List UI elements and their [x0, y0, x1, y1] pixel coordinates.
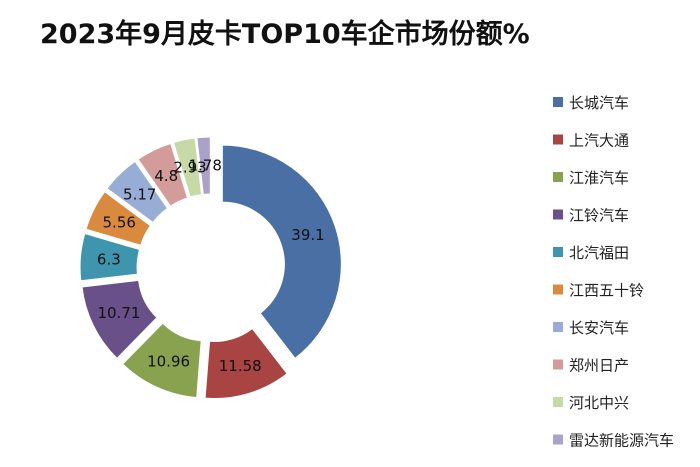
legend-swatch-6 — [553, 284, 563, 295]
segment-8 — [137, 142, 189, 207]
legend-swatch-2 — [553, 134, 563, 145]
segment-9 — [172, 137, 203, 198]
legend-label-2: 上汽大通 — [569, 132, 629, 150]
legend-label-6: 江西五十铃 — [569, 282, 644, 300]
legend-swatch-3 — [553, 172, 563, 182]
legend-swatch-8 — [553, 359, 563, 370]
legend-swatch-4 — [553, 209, 563, 220]
legend-label-8: 郑州日产 — [569, 357, 629, 375]
data-label-6: 5.56 — [103, 213, 136, 231]
data-labels: 39.1 11.58 10.96 10.71 6.3 5.56 5.174.82.931.7… — [97, 157, 325, 376]
data-label-5: 6.3 — [97, 250, 121, 268]
legend-label-9: 河北中兴 — [569, 394, 629, 412]
segment-4 — [81, 279, 158, 360]
legend-swatch-9 — [553, 397, 563, 407]
data-label-9: 2.93 — [173, 159, 206, 177]
legend-label-10: 雷达新能源汽车 — [569, 432, 674, 450]
data-label-1: 39.1 — [291, 226, 324, 244]
chart-title: 2023年9月皮卡TOP10车企市场份额% — [40, 19, 530, 50]
legend-label-7: 长安汽车 — [569, 319, 629, 337]
legend-label-3: 江淮汽车 — [569, 169, 629, 187]
legend-swatch-5 — [553, 247, 563, 257]
data-label-8: 4.8 — [154, 167, 178, 185]
legend-label-5: 北汽福田 — [569, 244, 629, 262]
data-label-4: 10.71 — [97, 304, 140, 322]
legend-swatch-1 — [553, 97, 563, 107]
legend-swatch-10 — [553, 434, 563, 445]
data-label-10: 1.78 — [189, 157, 222, 175]
segment-5 — [79, 232, 141, 282]
legend-label-4: 江铃汽车 — [569, 207, 629, 225]
segment-7 — [106, 160, 169, 224]
legend-label-1: 长城汽车 — [569, 94, 629, 112]
segment-3 — [122, 322, 202, 399]
segment-2 — [204, 327, 288, 399]
donut-segments — [79, 136, 342, 399]
data-label-2: 11.58 — [219, 357, 262, 375]
segment-1 — [221, 144, 342, 360]
legend: 长城汽车上汽大通江淮汽车江铃汽车北汽福田江西五十铃长安汽车郑州日产河北中兴雷达新… — [553, 94, 674, 450]
data-label-7: 5.17 — [123, 185, 156, 203]
data-label-3: 10.96 — [147, 352, 190, 370]
segment-10 — [196, 136, 211, 195]
segment-6 — [85, 191, 152, 246]
legend-swatch-7 — [553, 322, 563, 332]
